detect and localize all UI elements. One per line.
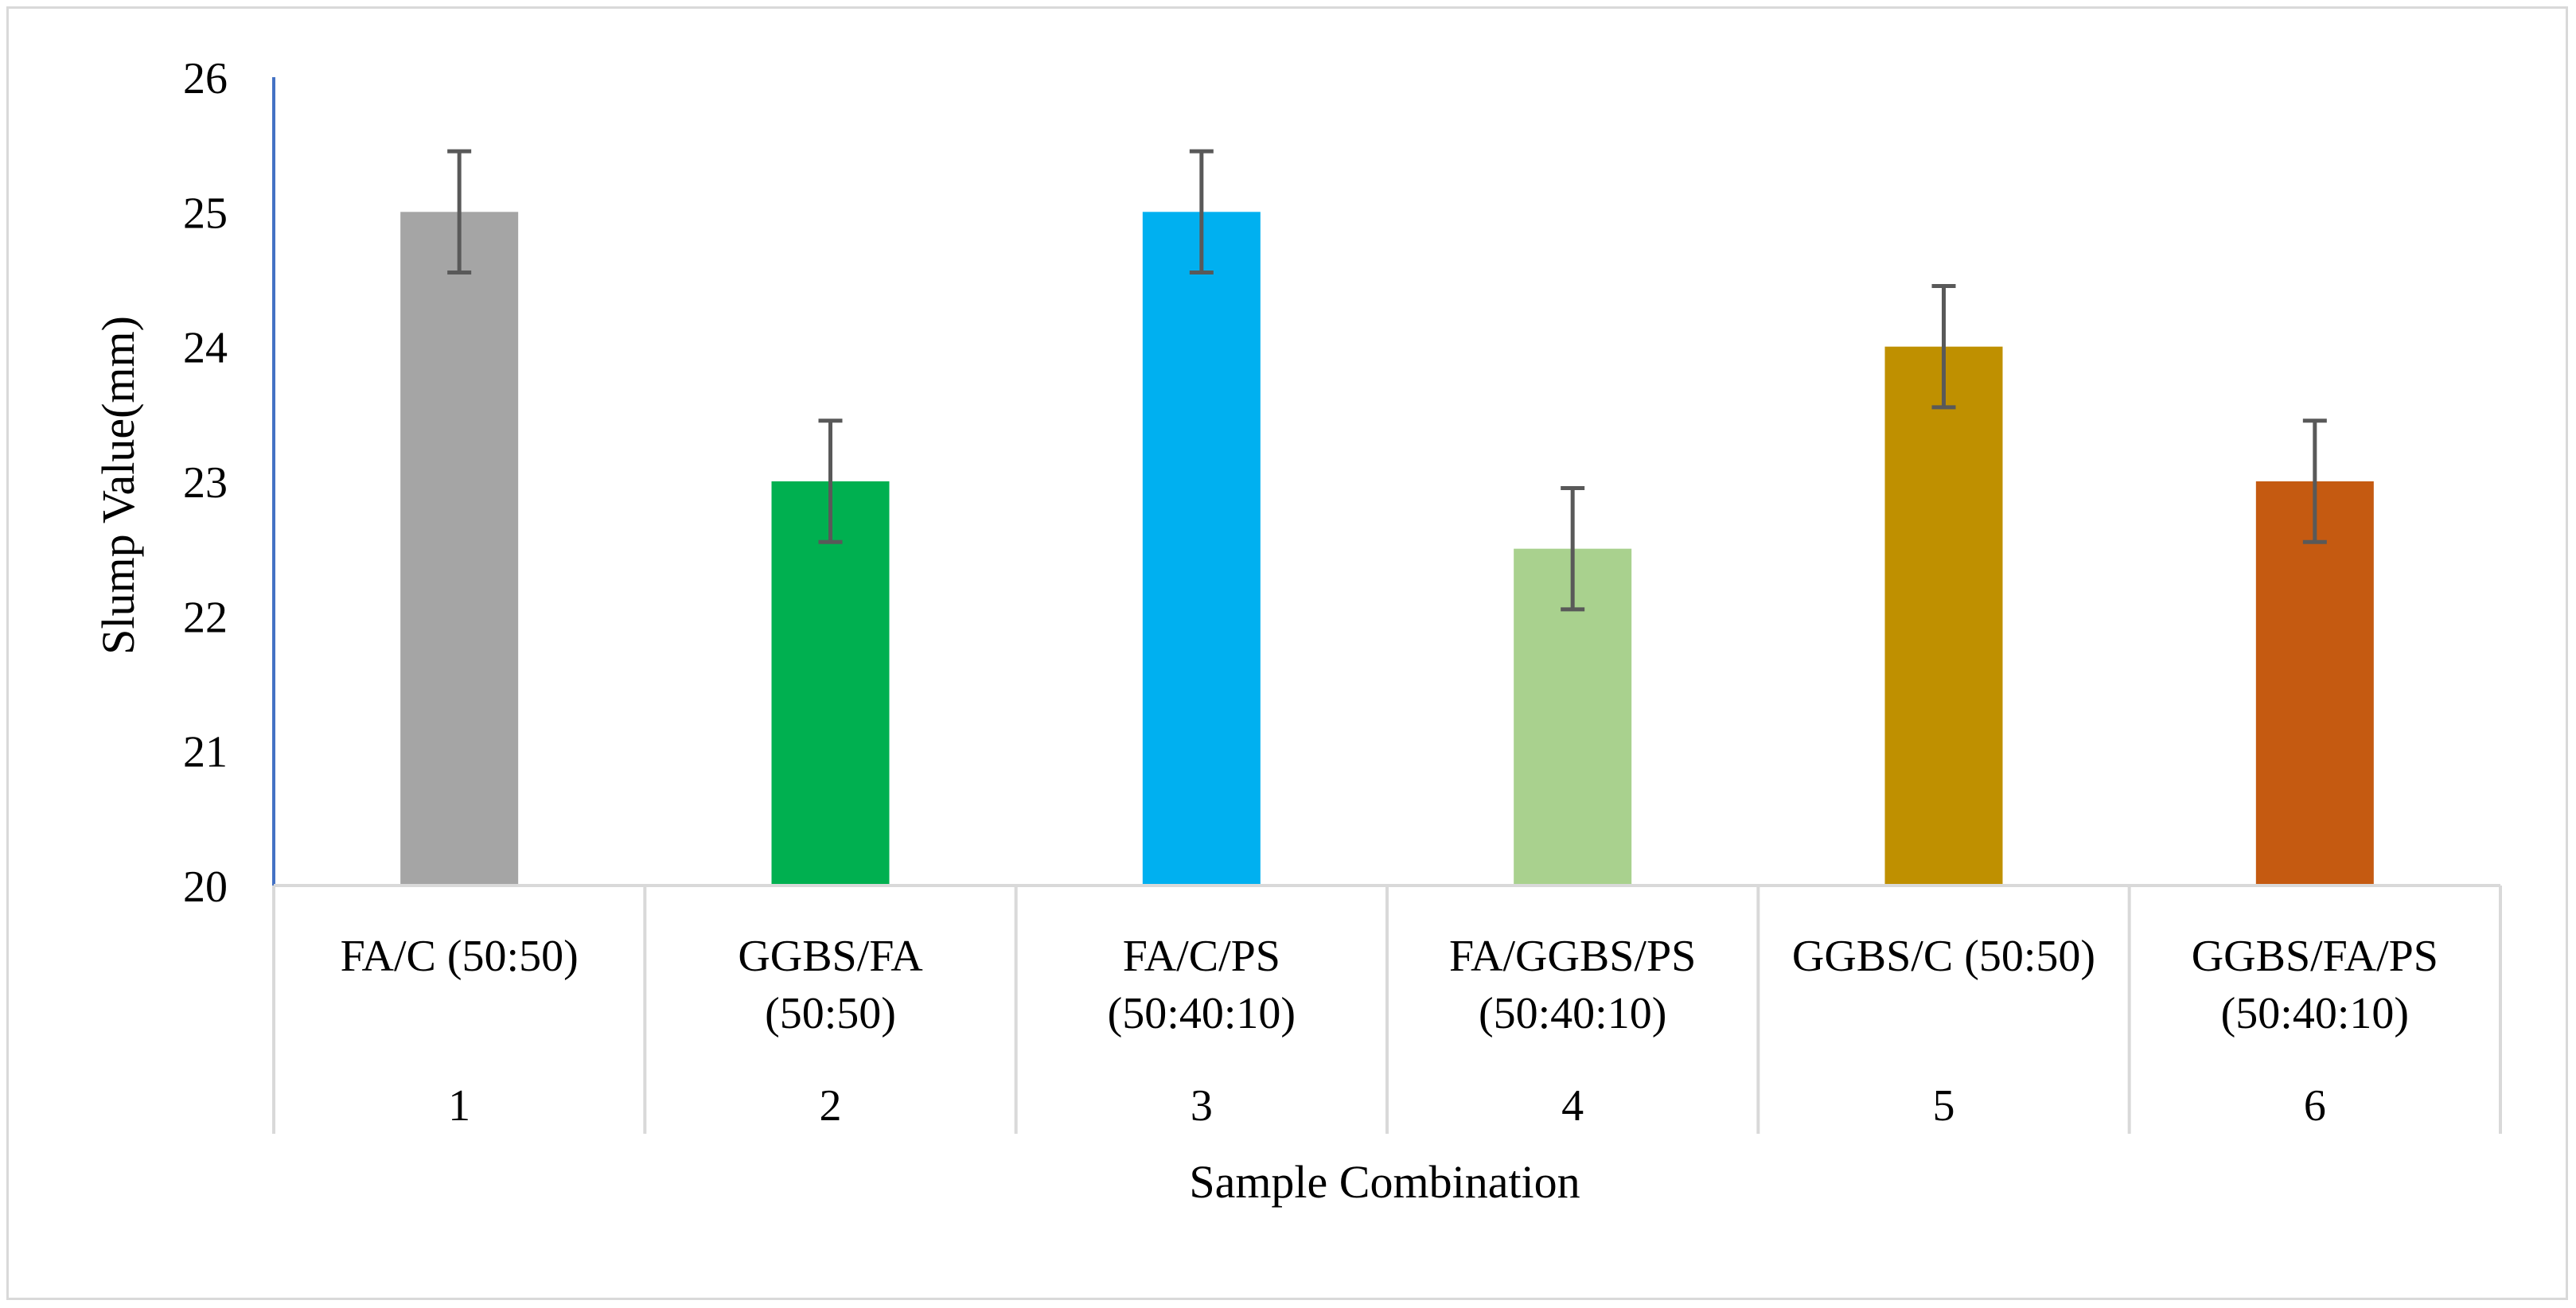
error-bar-6 xyxy=(2302,418,2327,544)
error-bar-3 xyxy=(1189,149,1214,275)
y-tick-label: 23 xyxy=(183,458,228,508)
error-bar-1 xyxy=(447,149,472,275)
error-bar-4 xyxy=(1561,485,1585,612)
category-label-6: GGBS/FA/PS xyxy=(2192,932,2438,981)
category-index-6: 6 xyxy=(2304,1081,2326,1131)
bar-1 xyxy=(400,212,519,886)
category-label-2: GGBS/FA xyxy=(738,932,923,981)
x-axis-title: Sample Combination xyxy=(1189,1156,1580,1208)
y-tick-label: 22 xyxy=(183,593,228,642)
bar-3 xyxy=(1142,212,1261,886)
category-label-6: (50:40:10) xyxy=(2221,989,2409,1038)
bar-6 xyxy=(2255,481,2374,886)
bar-5 xyxy=(1884,346,2003,886)
error-bar-5 xyxy=(1931,283,1956,410)
category-label-5: GGBS/C (50:50) xyxy=(1792,932,2095,981)
category-index-2: 2 xyxy=(820,1081,842,1131)
category-label-4: (50:40:10) xyxy=(1479,989,1666,1038)
y-axis-title: Slump Value(mm) xyxy=(92,316,144,655)
y-tick-label: 26 xyxy=(183,54,228,103)
bars-layer xyxy=(400,149,2374,886)
bar-2 xyxy=(771,481,890,886)
category-label-1: FA/C (50:50) xyxy=(341,932,579,981)
y-tick-label: 24 xyxy=(183,324,228,373)
category-index-5: 5 xyxy=(1933,1081,1955,1131)
category-label-4: FA/GGBS/PS xyxy=(1449,932,1696,981)
category-index-4: 4 xyxy=(1561,1081,1584,1131)
category-index-1: 1 xyxy=(448,1081,470,1131)
y-tick-label: 20 xyxy=(183,862,228,912)
category-label-2: (50:50) xyxy=(765,989,896,1038)
category-label-3: (50:40:10) xyxy=(1108,989,1296,1038)
error-bar-2 xyxy=(818,418,843,544)
y-tick-label: 21 xyxy=(183,728,228,777)
category-label-3: FA/C/PS xyxy=(1123,932,1280,981)
y-tick-label: 25 xyxy=(183,189,228,238)
category-index-3: 3 xyxy=(1191,1081,1213,1131)
